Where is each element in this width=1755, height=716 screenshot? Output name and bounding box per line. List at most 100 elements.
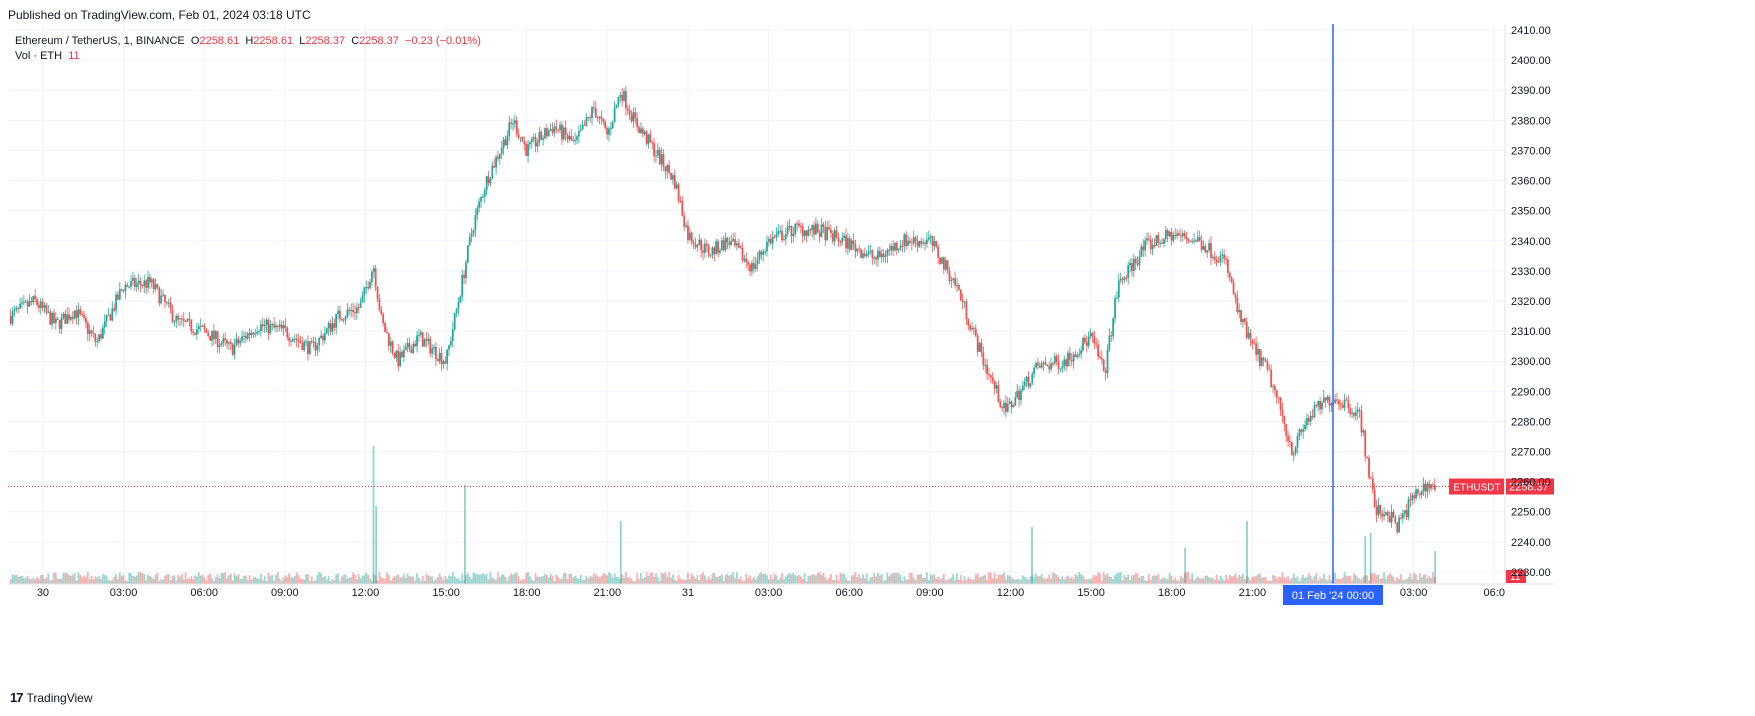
volume-bar <box>1432 572 1434 584</box>
volume-bar <box>423 580 426 584</box>
candle-body <box>241 336 243 341</box>
candle-body <box>98 334 101 342</box>
volume-bar <box>433 580 435 584</box>
chart-frame[interactable]: 01 Feb '24 00:00 ETHUSDT 2258.37 11 2410.00… <box>0 24 1755 680</box>
volume-bar <box>1268 580 1271 584</box>
candle-body <box>564 127 567 135</box>
candle-body <box>425 339 428 341</box>
candle-body <box>694 243 697 248</box>
volume-bar <box>696 575 699 584</box>
tradingview-footer[interactable]: 17 TradingView <box>10 690 93 705</box>
candle-body <box>1339 404 1342 406</box>
volume-bar <box>450 576 452 584</box>
candle-body <box>645 131 648 144</box>
candle-body <box>1377 504 1380 516</box>
candle-body <box>799 225 802 227</box>
candle-body <box>591 107 593 119</box>
candle-body <box>1048 366 1051 370</box>
volume-bar <box>498 577 501 584</box>
candle-body <box>956 285 958 287</box>
volume-bar <box>841 573 844 584</box>
legend-volume-label: Vol · ETH <box>15 50 63 62</box>
volume-bar <box>402 573 405 584</box>
volume-bar <box>320 572 323 584</box>
candle-body <box>937 246 940 258</box>
candle-body <box>331 323 334 332</box>
candle-body <box>899 245 902 249</box>
volume-bar <box>96 577 99 584</box>
volume-bar <box>378 572 381 584</box>
volume-bar <box>645 572 648 584</box>
volume-bar <box>357 574 360 584</box>
candle-body <box>406 343 409 347</box>
candle-body <box>702 250 704 253</box>
candle-body <box>656 149 659 156</box>
candle-body <box>340 318 343 321</box>
candle-body <box>903 234 906 247</box>
volume-bar <box>942 573 945 584</box>
volume-bar <box>1319 577 1321 584</box>
candle-body <box>1023 381 1026 386</box>
candle-body <box>634 112 637 119</box>
volume-bar <box>188 578 191 584</box>
volume-bar <box>694 578 697 584</box>
candle-body <box>918 241 921 247</box>
volume-bar <box>877 573 879 584</box>
volume-bar <box>566 579 569 584</box>
volume-bar <box>643 577 646 584</box>
candle-body <box>577 131 580 137</box>
volume-bar <box>523 579 526 584</box>
y-tick-label: 2310.00 <box>1511 326 1551 338</box>
candle-body <box>1304 424 1306 430</box>
candle-body <box>559 124 561 131</box>
candle-body <box>160 295 163 304</box>
volume-bar <box>143 573 146 584</box>
y-tick-label: 2340.00 <box>1511 236 1551 248</box>
candle-body <box>169 302 172 310</box>
volume-bar <box>440 577 443 584</box>
volume-bar <box>969 578 972 584</box>
volume-bar <box>1112 579 1115 584</box>
tradingview-logo-icon: 17 <box>10 690 24 705</box>
candle-body <box>1351 412 1353 414</box>
volume-bar <box>922 577 925 584</box>
volume-bar <box>564 573 567 584</box>
volume-bar <box>1144 580 1147 584</box>
volume-bar <box>167 574 170 584</box>
volume-bar <box>579 574 582 584</box>
candle-body <box>442 361 445 365</box>
volume-bar <box>1018 579 1020 584</box>
candle-body <box>419 332 422 335</box>
volume-bar <box>777 580 780 584</box>
candle-body <box>421 332 424 347</box>
volume-bar <box>954 580 957 584</box>
volume-bar <box>690 573 693 584</box>
candle-body <box>895 242 898 251</box>
candle-body <box>914 237 917 242</box>
volume-bar <box>705 579 708 584</box>
volume-bar <box>444 575 447 584</box>
candle-body <box>1383 514 1385 517</box>
candle-body <box>149 276 151 283</box>
y-tick-label: 2300.00 <box>1511 356 1551 368</box>
candle-body <box>1319 401 1321 410</box>
candle-body <box>1091 333 1094 337</box>
volume-bar <box>1238 574 1241 584</box>
volume-bar <box>1176 580 1179 584</box>
volume-bar <box>600 575 603 584</box>
candle-body <box>305 341 307 343</box>
volume-bar <box>1392 576 1395 584</box>
volume-bar <box>747 577 750 584</box>
candle-body <box>1336 399 1338 401</box>
candle-body <box>133 277 136 287</box>
candle-body <box>1163 239 1165 244</box>
candle-body <box>713 247 716 254</box>
candle-body <box>867 251 870 255</box>
volume-bar <box>805 580 808 584</box>
candle-body <box>265 319 268 325</box>
volume-bar <box>743 580 746 584</box>
candle-body <box>662 154 665 167</box>
volume-bar <box>1381 578 1384 584</box>
candle-body <box>737 243 740 248</box>
